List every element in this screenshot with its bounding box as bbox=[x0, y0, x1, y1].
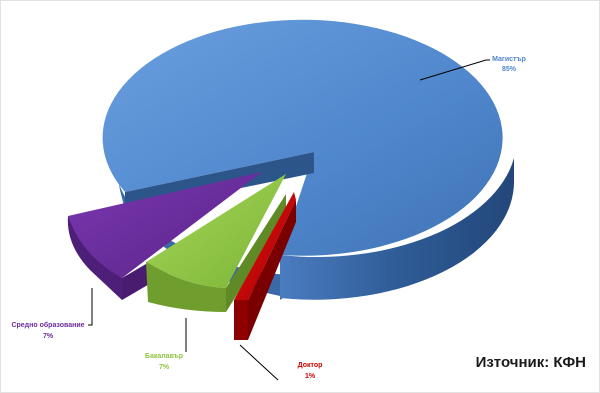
slice-magistar-wall bbox=[280, 158, 515, 300]
label-doktor-name: Доктор bbox=[298, 362, 323, 369]
slice-doktor-top bbox=[234, 192, 296, 300]
slice-bakalavar-top bbox=[146, 174, 286, 288]
slice-doktor-wall bbox=[248, 200, 296, 340]
slice-bakalavar-wall bbox=[226, 194, 286, 312]
leader-line-sredno bbox=[88, 288, 93, 326]
label-doktor-value: 1% bbox=[305, 373, 316, 380]
slice-sredno-top bbox=[68, 172, 262, 278]
leader-line-doktor bbox=[239, 344, 279, 381]
leader-line-magistar bbox=[419, 59, 490, 81]
label-magistar-name: Магистър bbox=[492, 56, 526, 63]
leader-lines bbox=[88, 59, 490, 381]
label-sredno-name: Средно образование bbox=[11, 321, 84, 329]
slice-bakalavar-side bbox=[146, 262, 226, 312]
label-magistar-value: 85% bbox=[502, 66, 517, 73]
data-labels: Магистър 85% Средно образование 7% Бакал… bbox=[11, 56, 525, 380]
label-sredno-value: 7% bbox=[43, 333, 54, 340]
slice-doktor-side bbox=[234, 300, 248, 340]
source-caption: Източник: КФН bbox=[475, 354, 586, 371]
label-bakalavar-name: Бакалавър bbox=[145, 353, 183, 360]
label-bakalavar-value: 7% bbox=[159, 364, 170, 371]
slice-bakalavar bbox=[146, 174, 286, 312]
slice-doktor bbox=[234, 192, 296, 340]
slice-magistar-top bbox=[102, 19, 503, 256]
